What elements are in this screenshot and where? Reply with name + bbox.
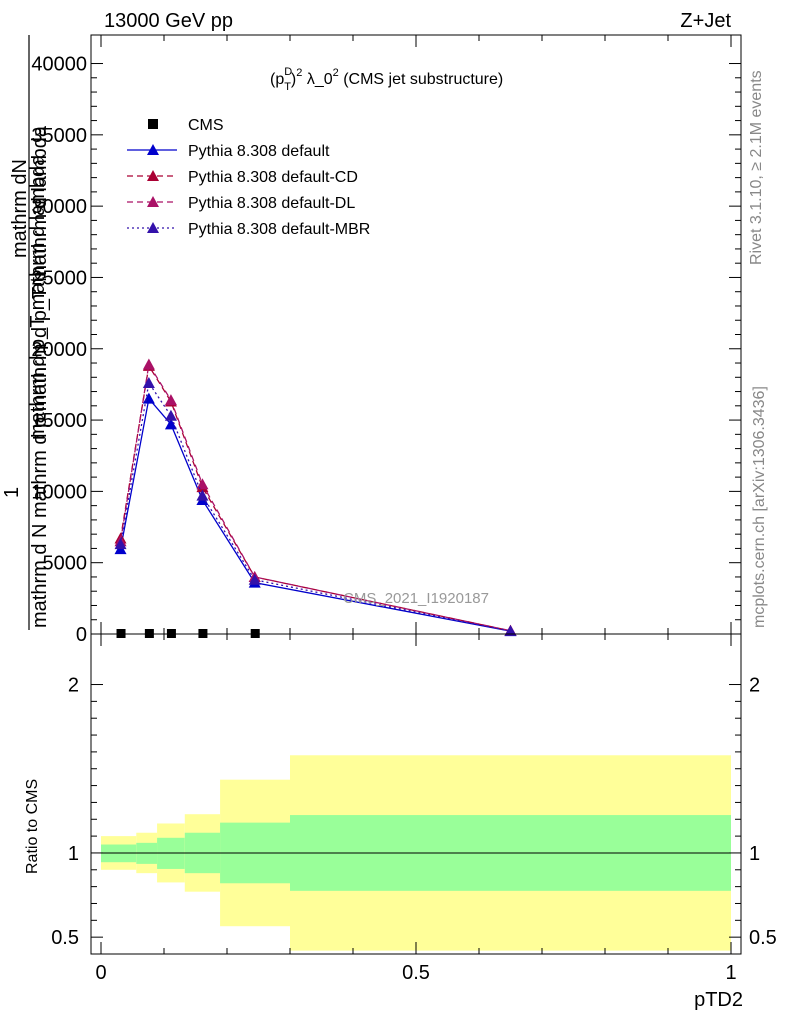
process-label: Z+Jet [680,10,731,32]
main-y-ticks: 0 5000 10000 15000 20000 25000 30000 35000 40000 [31,35,741,646]
x-axis-label: pTD2 [694,989,743,1011]
legend-entry-label: Pythia 8.308 default [188,143,330,160]
plot-title: (pD T)2 λ_02 (CMS jet substructure) [270,66,503,93]
series-marker [142,358,155,370]
ratio-y-tick-label: 1 [68,843,79,865]
legend-swatch-marker [147,196,159,207]
series-marker [196,478,209,490]
analysis-watermark: CMS_2021_I1920187 [343,590,489,607]
ratio-y-ticks: 0.5 0.5 1 1 2 2 [51,675,777,950]
legend: CMS Pythia 8.308 default Pythia 8.308 defa… [127,117,370,238]
ratio-x-tick-label: 0 [95,962,106,984]
main-y-tick-label: 40000 [31,54,87,76]
legend-entry-label: Pythia 8.308 default-DL [188,195,355,212]
mcplots-label: mcplots.cern.ch [arXiv:1306.3436] [751,386,768,628]
legend-entry-label: Pythia 8.308 default-CD [188,169,358,186]
energy-label: 13000 GeV pp [104,10,233,32]
main-y-tick-label: 35000 [31,125,87,147]
y-label-denominator: mathrm d N mathrm d p mathrm d p_T mathr… [29,125,51,628]
main-y-tick-label: 5000 [43,553,88,575]
y-label-numerator-2: mathrm d p_T mathrm d lambda [27,154,49,440]
series-4 [114,376,517,637]
legend-swatch-marker [147,144,159,155]
series-marker [164,394,177,406]
ratio-plot-panel: 0.5 0.51 12 2 0 0.5 1 Ratio to CMS pTD2 [24,633,777,1011]
series-line [119,381,511,632]
series-marker [164,418,177,430]
legend-entry-label: CMS [188,117,224,134]
series-marker [164,409,177,421]
ratio-y-tick-label: 0.5 [51,927,79,949]
main-y-tick-label: 0 [76,624,87,646]
main-y-tick-label: 15000 [31,410,87,432]
main-y-tick-label: 30000 [31,196,87,218]
legend-swatch-marker [147,222,159,233]
rivet-label: Rivet 3.1.10, ≥ 2.1M events [748,70,765,265]
ratio-y-tick-label: 2 [68,675,79,697]
series-marker [196,489,209,501]
series-marker [248,573,261,585]
ratio-y-tick-label-right: 1 [749,843,760,865]
ratio-y-tick-label-right: 0.5 [749,927,777,949]
series-marker [114,538,127,550]
series-marker [504,625,517,637]
legend-swatch-cms [148,119,158,129]
legend-swatch-marker [147,170,159,181]
series-marker [142,376,155,388]
ratio-y-label: Ratio to CMS [24,779,41,874]
series-line [119,362,511,632]
series-line [119,397,511,632]
ratio-x-tick-label: 0.5 [402,962,430,984]
y-label-numerator: mathrm dN [9,159,31,258]
ratio-x-ticks: 0 0.5 1 [95,634,737,984]
main-y-tick-label: 25000 [31,267,87,289]
legend-entry-label: Pythia 8.308 default-MBR [188,221,370,238]
main-y-tick-label: 10000 [31,481,87,503]
ratio-y-tick-label-right: 2 [749,675,760,697]
main-plot-marks [114,358,517,638]
y-axis-label: mathrm dN mathrm d p_T mathrm d lambda 1… [1,35,51,630]
series-marker [142,392,155,404]
y-label-one: 1 [1,487,23,498]
main-plot-panel: 0 5000 10000 15000 20000 25000 30000 35000 40000… [1,34,742,646]
ratio-x-tick-label: 1 [725,962,736,984]
main-y-tick-label: 20000 [31,339,87,361]
